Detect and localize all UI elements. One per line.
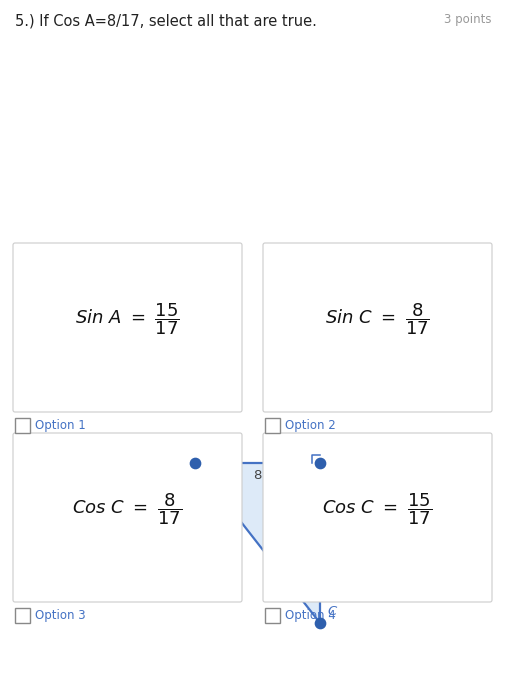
Text: $\mathit{Cos\ C}\ =\ \dfrac{15}{17}$: $\mathit{Cos\ C}\ =\ \dfrac{15}{17}$: [322, 492, 432, 527]
Point: [315, 618, 323, 629]
Text: Option 1: Option 1: [35, 419, 85, 432]
FancyBboxPatch shape: [13, 243, 241, 412]
FancyBboxPatch shape: [15, 608, 30, 623]
FancyBboxPatch shape: [13, 433, 241, 602]
Text: 8: 8: [253, 469, 261, 482]
Text: A: A: [180, 466, 189, 479]
FancyBboxPatch shape: [15, 418, 30, 433]
Text: 17: 17: [220, 536, 237, 549]
Text: Option 4: Option 4: [284, 609, 335, 622]
Text: B: B: [326, 457, 335, 469]
Text: Option 3: Option 3: [35, 609, 85, 622]
Text: C: C: [326, 605, 336, 618]
Text: Option 2: Option 2: [284, 419, 335, 432]
Polygon shape: [194, 463, 319, 623]
Text: 3 points: 3 points: [443, 13, 491, 26]
FancyBboxPatch shape: [265, 418, 279, 433]
Text: 5.) If Cos A=8/17, select all that are true.: 5.) If Cos A=8/17, select all that are t…: [15, 13, 316, 28]
Text: $\mathit{Sin\ C}\ =\ \dfrac{8}{17}$: $\mathit{Sin\ C}\ =\ \dfrac{8}{17}$: [324, 302, 429, 337]
FancyBboxPatch shape: [265, 608, 279, 623]
Text: $\mathit{Cos\ C}\ =\ \dfrac{8}{17}$: $\mathit{Cos\ C}\ =\ \dfrac{8}{17}$: [72, 492, 182, 527]
Text: $\mathit{Sin\ A}\ =\ \dfrac{15}{17}$: $\mathit{Sin\ A}\ =\ \dfrac{15}{17}$: [75, 302, 179, 337]
FancyBboxPatch shape: [263, 433, 491, 602]
Point: [315, 457, 323, 468]
Point: [190, 457, 198, 468]
FancyBboxPatch shape: [263, 243, 491, 412]
